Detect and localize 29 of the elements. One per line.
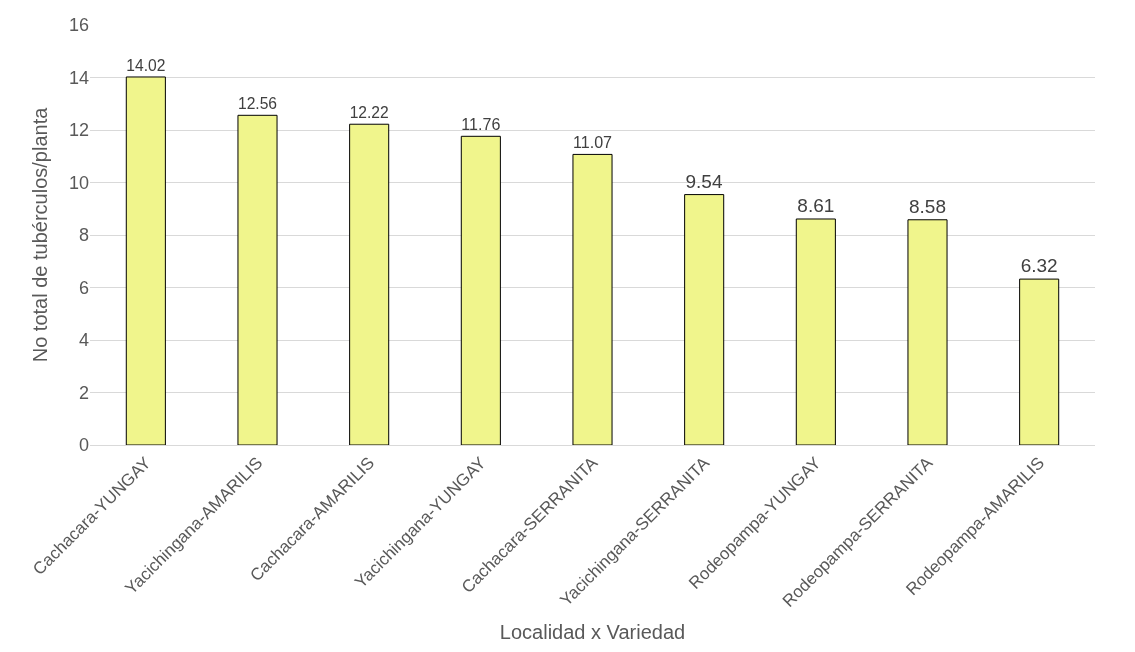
x-axis-title: Localidad x Variedad — [499, 621, 686, 644]
data-label: 9.54 — [685, 170, 723, 192]
bar — [349, 123, 390, 445]
data-label: 14.02 — [126, 56, 166, 74]
y-tick-label: 4 — [78, 330, 89, 351]
bar — [1019, 278, 1060, 445]
y-tick-label: 16 — [68, 15, 89, 36]
y-tick-label: 14 — [68, 67, 89, 88]
y-tick-label: 8 — [78, 225, 89, 246]
bar — [684, 194, 725, 445]
data-label: 12.22 — [349, 103, 389, 121]
data-label: 8.58 — [909, 195, 946, 217]
bar — [460, 135, 501, 445]
data-label: 6.32 — [1020, 255, 1058, 277]
y-tick-label: 10 — [68, 172, 89, 193]
bar — [237, 114, 278, 445]
bar — [125, 76, 166, 445]
bar — [795, 218, 836, 445]
y-tick-label: 6 — [78, 277, 89, 298]
y-axis-title: No total de tubérculos/planta — [29, 106, 52, 363]
bar — [572, 153, 613, 445]
data-label: 11.76 — [461, 114, 501, 133]
y-tick-label: 12 — [68, 120, 89, 141]
bar — [907, 219, 948, 445]
data-label: 8.61 — [797, 194, 835, 216]
data-label: 12.56 — [237, 95, 278, 113]
y-tick-label: 2 — [78, 382, 89, 403]
y-tick-label: 0 — [78, 435, 89, 456]
data-label: 11.07 — [572, 133, 613, 152]
